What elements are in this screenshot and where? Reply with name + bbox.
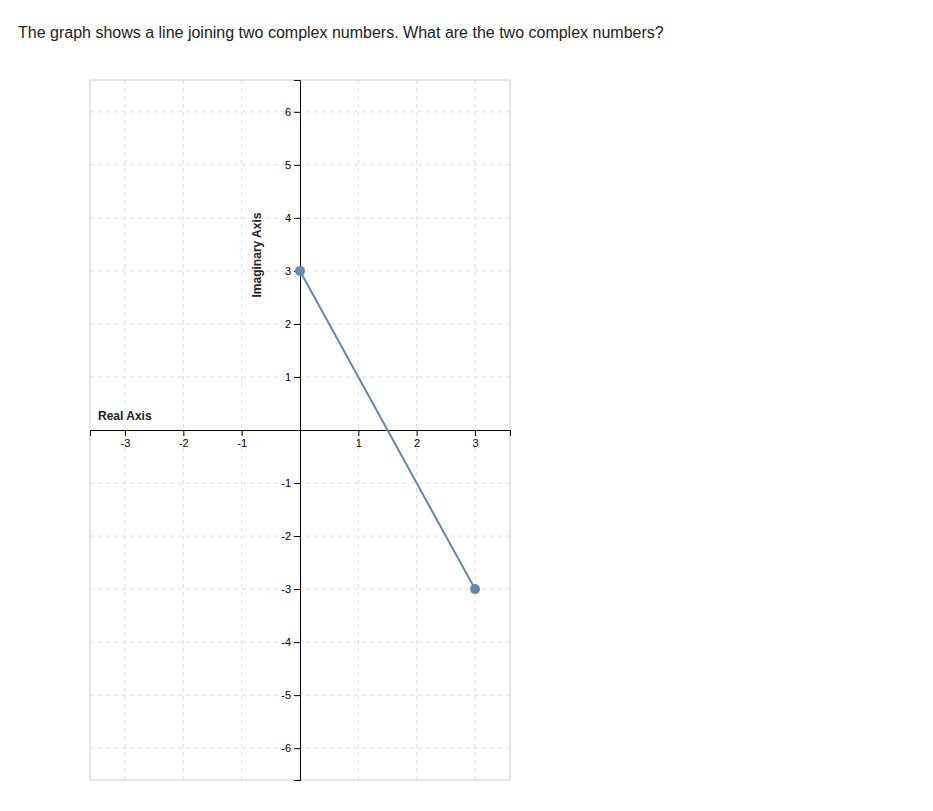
marks	[295, 266, 480, 594]
x-tick: 2	[414, 430, 420, 449]
y-tick-mark	[294, 589, 300, 590]
y-tick-mark	[294, 165, 300, 166]
y-tick-mark	[294, 377, 300, 378]
y-tick: -5	[281, 689, 300, 701]
y-axis-line	[294, 81, 301, 781]
x-tick-label: 3	[472, 437, 478, 449]
x-tick-label: 2	[414, 437, 420, 449]
x-tick: -2	[179, 430, 189, 449]
y-tick-mark	[294, 324, 300, 325]
y-tick: 1	[285, 371, 300, 383]
y-tick-mark	[294, 642, 300, 643]
y-tick: 2	[285, 318, 300, 330]
title: The graph shows a line joining two compl…	[18, 24, 664, 41]
y-tick: -6	[281, 742, 300, 754]
y-tick-label: -5	[281, 689, 291, 701]
x-tick-label: -2	[179, 437, 189, 449]
y-tick: 6	[285, 106, 300, 118]
y-tick-mark	[294, 483, 300, 484]
y-tick-label: 1	[285, 371, 291, 383]
chart-svg: The graph shows a line joining two compl…	[0, 0, 933, 811]
x-tick-label: -1	[237, 437, 247, 449]
y-tick-label: -1	[281, 477, 291, 489]
y-tick-label: 5	[285, 159, 291, 171]
y-axis-title: Imaginary Axis	[250, 212, 264, 297]
x-tick-label: 1	[356, 437, 362, 449]
y-tick: 4	[285, 212, 300, 224]
y-tick: -1	[281, 477, 300, 489]
x-tick: -1	[237, 430, 247, 449]
x-tick: -3	[121, 430, 131, 449]
grid	[90, 80, 510, 780]
y-tick: -2	[281, 530, 300, 542]
x-tick-mark	[242, 430, 243, 436]
y-tick-mark	[294, 536, 300, 537]
y-tick-label: -6	[281, 742, 291, 754]
x-tick-mark	[417, 430, 418, 436]
y-tick-label: -3	[281, 583, 291, 595]
x-tick-mark	[358, 430, 359, 436]
x-tick-mark	[183, 430, 184, 436]
y-tick-label: -4	[281, 636, 291, 648]
y-tick-mark	[294, 748, 300, 749]
y-tick-label: 6	[285, 106, 291, 118]
x-tick-mark	[125, 430, 126, 436]
plot-frame	[90, 80, 510, 780]
chart-container: The graph shows a line joining two compl…	[0, 0, 933, 811]
x-tick: 1	[356, 430, 362, 449]
y-tick: -3	[281, 583, 300, 595]
y-tick-label: 4	[285, 212, 291, 224]
line	[300, 271, 475, 589]
y-axis: -6 -5 -4 -3 -2 -1 1 2 3 4 5 6	[281, 81, 300, 781]
y-tick-mark	[294, 218, 300, 219]
y-tick-label: 3	[285, 265, 291, 277]
y-tick-label: 2	[285, 318, 291, 330]
y-tick: -4	[281, 636, 300, 648]
point	[470, 584, 480, 594]
y-tick: 5	[285, 159, 300, 171]
y-tick-mark	[294, 695, 300, 696]
x-tick-mark	[475, 430, 476, 436]
y-tick-mark	[294, 112, 300, 113]
y-tick-label: -2	[281, 530, 291, 542]
x-tick: 3	[472, 430, 478, 449]
point	[295, 266, 305, 276]
x-tick-label: -3	[121, 437, 131, 449]
x-axis-title: Real Axis	[98, 409, 152, 423]
